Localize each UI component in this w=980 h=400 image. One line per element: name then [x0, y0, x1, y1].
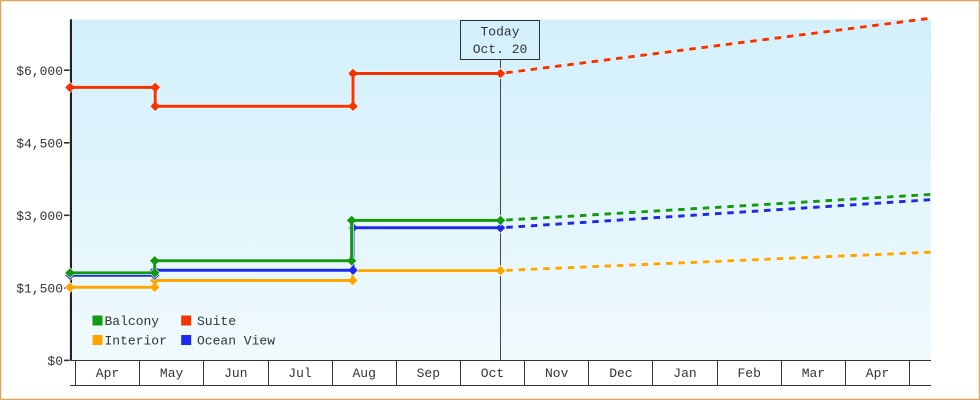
svg-text:Aug: Aug [352, 366, 375, 381]
svg-text:Jan: Jan [673, 366, 696, 381]
svg-text:Balcony: Balcony [105, 314, 160, 329]
svg-text:May: May [160, 366, 184, 381]
svg-text:$6,000: $6,000 [16, 64, 63, 79]
svg-text:Feb: Feb [737, 366, 760, 381]
svg-text:Nov: Nov [545, 366, 569, 381]
svg-text:Jun: Jun [224, 366, 247, 381]
svg-text:Suite: Suite [197, 314, 236, 329]
svg-text:$0: $0 [47, 354, 63, 369]
svg-text:$3,000: $3,000 [16, 209, 63, 224]
svg-text:Oct. 20: Oct. 20 [473, 42, 528, 57]
svg-text:Mar: Mar [802, 366, 825, 381]
svg-text:Apr: Apr [866, 366, 889, 381]
svg-text:Jul: Jul [288, 366, 312, 381]
svg-text:Sep: Sep [417, 366, 440, 381]
svg-text:Interior: Interior [105, 333, 167, 348]
svg-text:Ocean View: Ocean View [197, 333, 275, 348]
svg-text:$4,500: $4,500 [16, 136, 63, 151]
svg-text:Oct: Oct [481, 366, 504, 381]
svg-text:Dec: Dec [609, 366, 632, 381]
svg-text:$1,500: $1,500 [16, 282, 63, 297]
svg-text:Apr: Apr [96, 366, 119, 381]
svg-text:Today: Today [480, 25, 519, 40]
